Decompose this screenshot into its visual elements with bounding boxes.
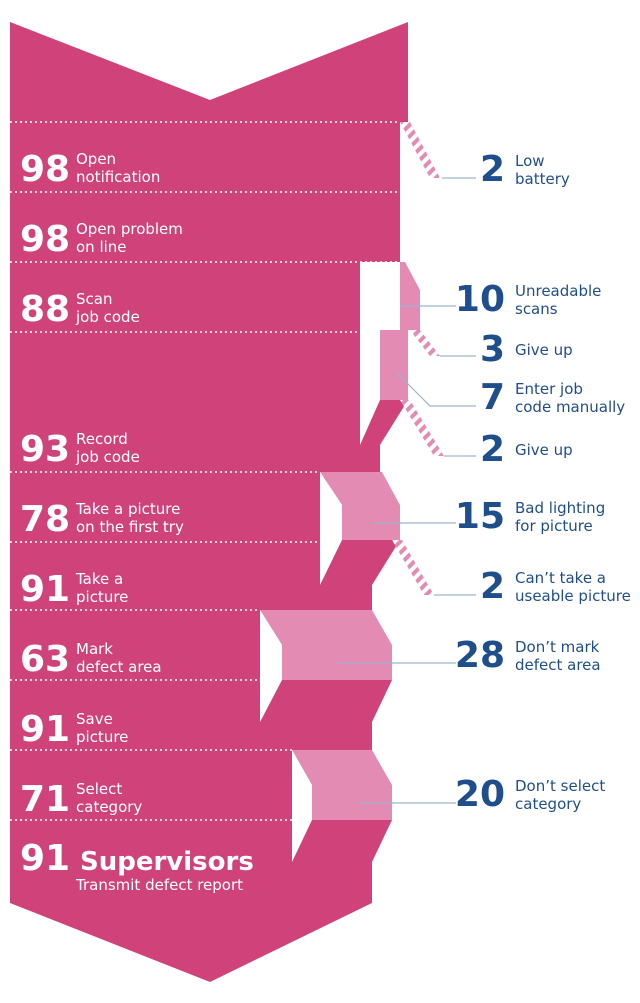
dropout-value: 28 xyxy=(455,635,505,676)
step-label-line: job code xyxy=(75,448,140,466)
dropout-label-line: category xyxy=(515,795,581,813)
step-label-line: on the first try xyxy=(76,518,184,536)
dropout-label-line: Low xyxy=(515,152,545,170)
step-value: 71 xyxy=(20,779,70,820)
dropout-stripe-low-battery xyxy=(400,122,440,178)
dropout-stripe-give-up-scan xyxy=(410,330,440,356)
funnel-body xyxy=(10,22,408,982)
step-label-line: Open problem xyxy=(76,220,183,238)
step-label-line: Take a picture xyxy=(75,500,180,518)
dropout-label-line: useable picture xyxy=(515,587,631,605)
step-value: 91 xyxy=(20,569,70,610)
dropout-value: 7 xyxy=(480,377,505,418)
notch xyxy=(360,262,380,300)
step-label-line: Open xyxy=(76,150,116,168)
branch-unreadable-scans xyxy=(360,262,420,330)
step-value: 91 xyxy=(20,709,70,750)
step-label-line: Scan xyxy=(76,290,112,308)
step-label-line: defect area xyxy=(76,658,162,676)
connector-line xyxy=(395,371,476,407)
dropout-label-line: Give up xyxy=(515,441,573,459)
dropout-item: 2 Give up xyxy=(480,429,573,470)
branch-bad-lighting xyxy=(320,472,400,540)
dropout-value: 2 xyxy=(480,149,505,190)
step-label-line: Take a xyxy=(75,570,123,588)
final-step-value: 91 xyxy=(20,838,70,879)
notch xyxy=(292,750,312,862)
final-step: 91 Supervisors Transmit defect report xyxy=(20,838,254,894)
branch-mark-return xyxy=(260,680,392,722)
dropout-label-line: defect area xyxy=(515,656,601,674)
dropout-label-line: scans xyxy=(515,300,558,318)
step-label-line: notification xyxy=(76,168,160,186)
branch-manual-entry xyxy=(380,330,408,400)
step-label-line: job code xyxy=(75,308,140,326)
dropout-value: 2 xyxy=(480,429,505,470)
connector-lines xyxy=(338,177,476,804)
step-value: 98 xyxy=(20,219,70,260)
final-step-subtitle: Transmit defect report xyxy=(75,876,243,894)
dropout-label-line: code manually xyxy=(515,398,625,416)
step-label-line: picture xyxy=(76,728,128,746)
dropout-label-line: for picture xyxy=(515,517,593,535)
dropout-label-line: Don’t select xyxy=(515,777,605,795)
step-value: 88 xyxy=(20,289,70,330)
dropout-label-line: Can’t take a xyxy=(515,569,606,587)
dropout-value: 3 xyxy=(480,329,505,370)
notch xyxy=(320,472,342,505)
step-label-line: category xyxy=(76,798,142,816)
dropout-label-line: Give up xyxy=(515,341,573,359)
row-separators xyxy=(10,121,400,821)
step-value: 63 xyxy=(20,639,70,680)
final-step-title: Supervisors xyxy=(80,847,254,877)
step-value: 98 xyxy=(20,149,70,190)
notch xyxy=(260,610,282,722)
step-value: 93 xyxy=(20,429,70,470)
dropout-label-line: Bad lighting xyxy=(515,499,605,517)
dropout-value: 15 xyxy=(455,496,505,537)
step-label-line: Mark xyxy=(76,640,113,658)
step-label-line: Record xyxy=(76,430,128,448)
branch-lighting-return xyxy=(320,540,400,585)
dropout-item: 3 Give up xyxy=(480,329,573,370)
dropout-value: 20 xyxy=(455,774,505,815)
branch-category-return xyxy=(292,820,392,862)
step-value: 78 xyxy=(20,499,70,540)
step-label-line: Save xyxy=(76,710,113,728)
step-label-line: Select xyxy=(76,780,122,798)
dropout-label-line: Don’t mark xyxy=(515,638,600,656)
dropout-value: 2 xyxy=(480,566,505,607)
branch-manual-return xyxy=(360,400,408,445)
dropout-stripe-give-up-record xyxy=(400,400,444,456)
dropout-label-line: Enter job xyxy=(515,380,583,398)
step-label-line: picture xyxy=(76,588,128,606)
dropout-label-line: battery xyxy=(515,170,570,188)
dropout-label-line: Unreadable xyxy=(515,282,601,300)
dropout-stripe-cant-take-picture xyxy=(392,540,434,595)
step-label-line: on line xyxy=(76,238,127,256)
dropout-value: 10 xyxy=(455,279,505,320)
